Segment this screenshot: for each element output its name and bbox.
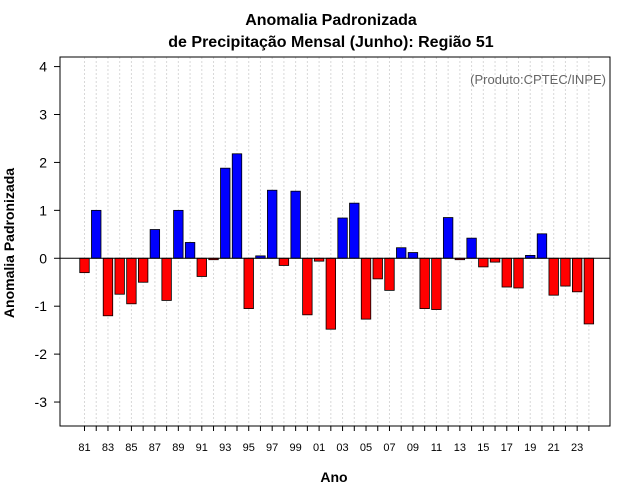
bar-97 <box>267 189 278 259</box>
bar-00 <box>302 257 313 316</box>
x-axis-label: Ano <box>320 469 347 485</box>
chart-title: Anomalia Padronizada <box>245 12 417 29</box>
x-tick-label-01: 01 <box>313 442 325 454</box>
bar-22 <box>560 257 571 287</box>
bar-82 <box>91 209 102 259</box>
bar-14 <box>466 237 477 259</box>
bar-16 <box>489 257 501 263</box>
y-tick-label-4: 4 <box>39 59 47 75</box>
x-tick-label-03: 03 <box>336 442 348 454</box>
bar-23 <box>572 257 583 293</box>
bar-84 <box>114 257 125 295</box>
y-tick-label-3: 3 <box>39 107 47 123</box>
bar-08 <box>396 247 407 259</box>
bar-90 <box>184 242 196 259</box>
x-tick-label-83: 83 <box>102 442 114 454</box>
x-axis: 81 83 85 87 89 91 93 95 97 99 01 03 05 07 09 11 13 15 17 19… <box>78 426 590 454</box>
bar-15 <box>478 257 489 268</box>
x-tick-label-19: 19 <box>524 442 536 454</box>
x-tick-label-95: 95 <box>243 442 255 454</box>
bar-99 <box>290 190 301 259</box>
bar-95 <box>243 257 254 309</box>
x-tick-label-05: 05 <box>360 442 372 454</box>
bar-21 <box>548 257 559 296</box>
x-tick-label-13: 13 <box>454 442 466 454</box>
x-tick-label-21: 21 <box>548 442 560 454</box>
x-tick-label-87: 87 <box>149 442 161 454</box>
bar-81 <box>79 257 90 274</box>
plot-frame <box>59 56 611 427</box>
x-tick-label-97: 97 <box>266 442 278 454</box>
x-tick-label-99: 99 <box>290 442 302 454</box>
bar-03 <box>337 217 348 259</box>
bars <box>79 153 595 330</box>
bar-17 <box>501 257 512 288</box>
chart-subtitle: de Precipitação Mensal (Junho): Região 5… <box>168 34 494 51</box>
bar-18 <box>513 257 524 289</box>
y-axis: -3 -2 -1 0 1 2 3 4 <box>35 59 60 410</box>
x-tick-label-11: 11 <box>431 442 442 454</box>
bar-91 <box>196 257 207 277</box>
bar-87 <box>149 229 161 259</box>
bar-86 <box>137 257 149 283</box>
x-tick-label-07: 07 <box>383 442 395 454</box>
x-tick-label-15: 15 <box>477 442 489 454</box>
bar-10 <box>419 257 430 309</box>
credit-annotation: (Produto:CPTEC/INPE) <box>470 72 606 87</box>
bar-89 <box>173 209 184 259</box>
x-tick-label-17: 17 <box>501 442 513 454</box>
x-tick-label-09: 09 <box>407 442 419 454</box>
y-tick-label-1: 1 <box>39 202 47 218</box>
bar-12 <box>442 217 454 259</box>
x-tick-label-85: 85 <box>125 442 137 454</box>
x-tick-label-23: 23 <box>571 442 583 454</box>
bar-09 <box>407 252 419 259</box>
y-axis-label: Anomalia Padronizada <box>1 168 17 318</box>
y-tick-label-0: 0 <box>39 250 47 266</box>
bar-02 <box>325 257 336 330</box>
bar-88 <box>161 257 172 301</box>
bar-98 <box>278 257 290 266</box>
bar-20 <box>536 233 548 259</box>
x-tick-label-91: 91 <box>196 442 208 454</box>
x-tick-label-93: 93 <box>219 442 231 454</box>
bar-24 <box>583 257 595 325</box>
x-tick-label-89: 89 <box>172 442 184 454</box>
bar-06 <box>372 257 383 280</box>
y-tick-label--1: -1 <box>35 298 48 314</box>
y-tick-label--2: -2 <box>35 346 48 362</box>
bar-04 <box>349 202 360 259</box>
bar-07 <box>384 257 395 291</box>
y-tick-label--3: -3 <box>35 394 48 410</box>
bar-93 <box>220 167 231 259</box>
bar-85 <box>126 257 137 305</box>
bar-05 <box>360 257 372 320</box>
y-tick-label-2: 2 <box>39 154 47 170</box>
grid-lines <box>84 57 590 426</box>
bar-11 <box>431 257 442 310</box>
bar-94 <box>231 153 243 259</box>
bar-83 <box>102 257 114 317</box>
x-tick-label-81: 81 <box>78 442 90 454</box>
